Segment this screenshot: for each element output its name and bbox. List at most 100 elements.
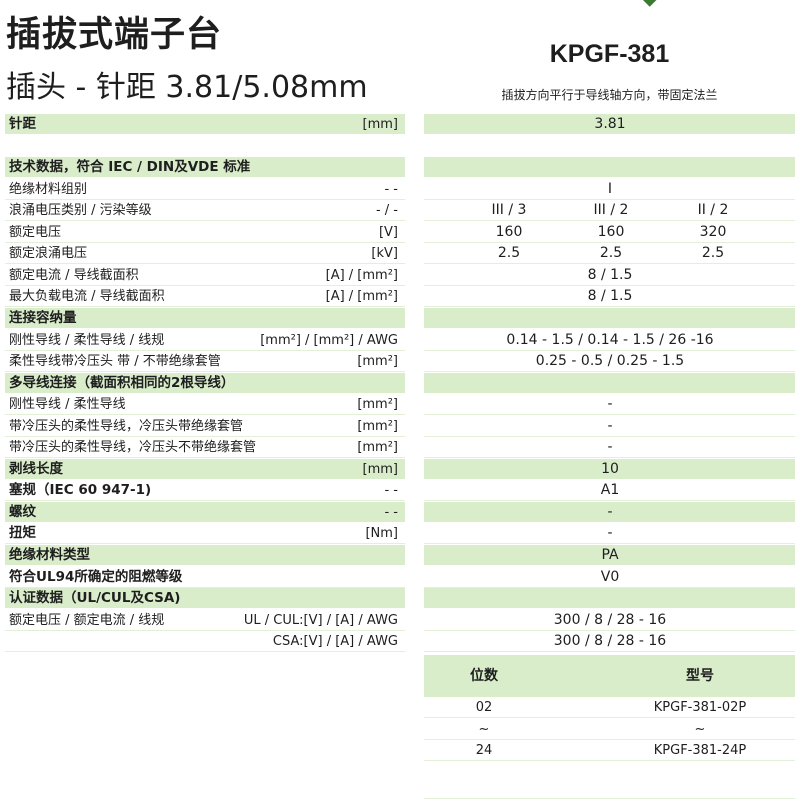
spec-value: -	[607, 417, 613, 434]
spec-unit: - / -	[375, 203, 398, 219]
spec-row-label-cell: 剥线长度 [mm]	[5, 458, 405, 480]
spec-row-label-cell: 浪涌电压类别 / 污染等级 - / -	[5, 200, 405, 222]
spec-unit: - -	[384, 504, 398, 520]
spec-value: 0.25 - 0.5 / 0.25 - 1.5	[535, 353, 685, 370]
spec-label: 绝缘材料类型	[9, 547, 90, 563]
spec-row-value-cell	[424, 372, 795, 394]
positions-cell: 02	[475, 700, 493, 715]
spec-row-label-cell: 带冷压头的柔性导线，冷压头不带绝缘套管 [mm²]	[5, 437, 405, 459]
spec-label: 符合UL94所确定的阻燃等级	[9, 568, 183, 585]
model-name: KPGF-381	[549, 40, 670, 68]
spec-value: PA	[601, 547, 619, 563]
spec-unit: [mm²]	[357, 397, 398, 413]
spec-unit: [mm²] / [mm²] / AWG	[260, 332, 398, 348]
spec-unit: [mm²]	[357, 354, 398, 370]
spec-label: 多导线连接（截面积相同的2根导线）	[9, 374, 235, 391]
spec-row-value-cell: 10	[424, 458, 795, 480]
spec-row-value-cell	[424, 157, 795, 179]
spec-row-value-cell: V0	[424, 567, 795, 588]
spec-row-value-cell: 8 / 1.5	[424, 265, 795, 286]
order-table-empty-row	[424, 762, 795, 799]
spec-row-value-cell: 0.25 - 0.5 / 0.25 - 1.5	[424, 351, 795, 373]
spec-value: 3.81	[594, 116, 626, 132]
spec-row-label-cell: 最大负载电流 / 导线截面积 [A] / [mm²]	[5, 286, 405, 308]
spec-value: -	[607, 396, 613, 413]
spec-value: 10	[601, 460, 619, 477]
spec-row-value-cell: -	[424, 501, 795, 523]
spec-row-label-cell: 螺纹 - -	[5, 501, 405, 523]
spec-unit: [mm]	[362, 461, 398, 477]
spec-label: 额定电流 / 导线截面积	[9, 267, 139, 283]
spec-row-label-cell: 连接容纳量	[5, 307, 405, 329]
spec-value: II / 2	[697, 202, 729, 219]
spec-row-value-cell: -	[424, 416, 795, 437]
spec-unit: UL / CUL:[V] / [A] / AWG	[243, 612, 398, 628]
spec-row-value-cell: PA	[424, 545, 795, 566]
spec-unit: [kV]	[371, 246, 398, 262]
spec-unit: [mm]	[362, 117, 398, 132]
spec-row-label-cell: 额定浪涌电压 [kV]	[5, 243, 405, 265]
spec-unit: - -	[384, 483, 398, 499]
spec-row-label-cell: 额定电压 / 额定电流 / 线规 UL / CUL:[V] / [A] / AWG	[5, 610, 405, 631]
spec-row-value-cell: I	[424, 179, 795, 200]
page-subtitle: 插头 - 针距 3.81/5.08mm	[6, 70, 368, 105]
spec-label: 螺纹	[9, 503, 36, 520]
spec-value: 300 / 8 / 28 - 16	[553, 633, 667, 650]
spec-label: 塞规（IEC 60 947-1)	[9, 482, 152, 499]
spec-row-label-cell: 针距 [mm]	[5, 114, 405, 135]
spec-row-value-cell: 3.81	[424, 114, 795, 135]
spec-label: 浪涌电压类别 / 污染等级	[9, 203, 152, 219]
spec-value: 0.14 - 1.5 / 0.14 - 1.5 / 26 -16	[506, 331, 714, 348]
order-table-row: 24 KPGF-381-24P	[424, 740, 795, 761]
spec-label: 额定浪涌电压	[9, 246, 88, 262]
spec-value: -	[607, 503, 613, 520]
spec-row-value-cell	[424, 588, 795, 610]
spec-value: -	[607, 439, 613, 456]
spec-row-value-cell: 8 / 1.5	[424, 286, 795, 308]
spec-row-value-cell: -	[424, 394, 795, 416]
spec-row-label-cell: 刚性导线 / 柔性导线 [mm²]	[5, 394, 405, 416]
spec-unit: [Nm]	[365, 526, 398, 542]
spec-value: 300 / 8 / 28 - 16	[553, 611, 667, 628]
spec-row-value-cell	[424, 307, 795, 329]
spec-label: 最大负载电流 / 导线截面积	[9, 289, 165, 305]
model-cell: KPGF-381-02P	[653, 700, 747, 715]
spec-label: 连接容纳量	[9, 309, 77, 326]
spec-label: 带冷压头的柔性导线，冷压头不带绝缘套管	[9, 440, 257, 456]
spec-label: 刚性导线 / 柔性导线 / 线规	[9, 332, 165, 348]
column-header-positions: 位数	[470, 668, 498, 684]
spec-row-value-cell: -	[424, 523, 795, 545]
spec-row-label-cell: 额定电流 / 导线截面积 [A] / [mm²]	[5, 265, 405, 286]
spec-row-label-cell: 技术数据，符合 IEC / DIN及VDE 标准	[5, 157, 405, 179]
spec-row-label-cell: 绝缘材料类型	[5, 545, 405, 566]
spec-value: 2.5	[497, 245, 521, 262]
spec-row-value-cell: 2.5 2.5 2.5	[424, 243, 795, 265]
spec-row-label-cell: 刚性导线 / 柔性导线 / 线规 [mm²] / [mm²] / AWG	[5, 330, 405, 351]
spec-row-value-cell: 300 / 8 / 28 - 16	[424, 610, 795, 631]
spec-value: 160	[597, 223, 625, 240]
spec-label: 额定电压	[9, 224, 62, 240]
spec-row-value-cell: 160 160 320	[424, 222, 795, 243]
page-title: 插拔式端子台	[6, 15, 223, 55]
spec-row-label-cell: 多导线连接（截面积相同的2根导线）	[5, 372, 405, 394]
positions-cell: 24	[475, 743, 493, 758]
spec-label: 针距	[9, 116, 36, 132]
spec-label: 技术数据，符合 IEC / DIN及VDE 标准	[9, 159, 251, 176]
spec-row-value-cell: -	[424, 437, 795, 459]
spec-unit: - -	[384, 181, 398, 197]
order-table-row: ~ ~	[424, 719, 795, 740]
model-description: 插拔方向平行于导线轴方向，带固定法兰	[501, 88, 718, 102]
spec-row-label-cell: 认证数据（UL/CUL及CSA)	[5, 588, 405, 610]
spec-label: 刚性导线 / 柔性导线	[9, 397, 126, 413]
spec-label: 扭矩	[9, 525, 36, 542]
spec-row-label-cell: 塞规（IEC 60 947-1) - -	[5, 480, 405, 502]
spec-unit: [mm²]	[357, 418, 398, 434]
spec-row-value-cell: III / 3 III / 2 II / 2	[424, 200, 795, 222]
spec-row-label-cell: 符合UL94所确定的阻燃等级	[5, 567, 405, 588]
order-table-header: 位数 型号	[424, 655, 795, 697]
positions-cell: ~	[478, 721, 490, 737]
logo-mark-icon	[641, 0, 657, 7]
spec-label: 认证数据（UL/CUL及CSA)	[9, 590, 181, 607]
spec-row-value-cell: A1	[424, 480, 795, 502]
